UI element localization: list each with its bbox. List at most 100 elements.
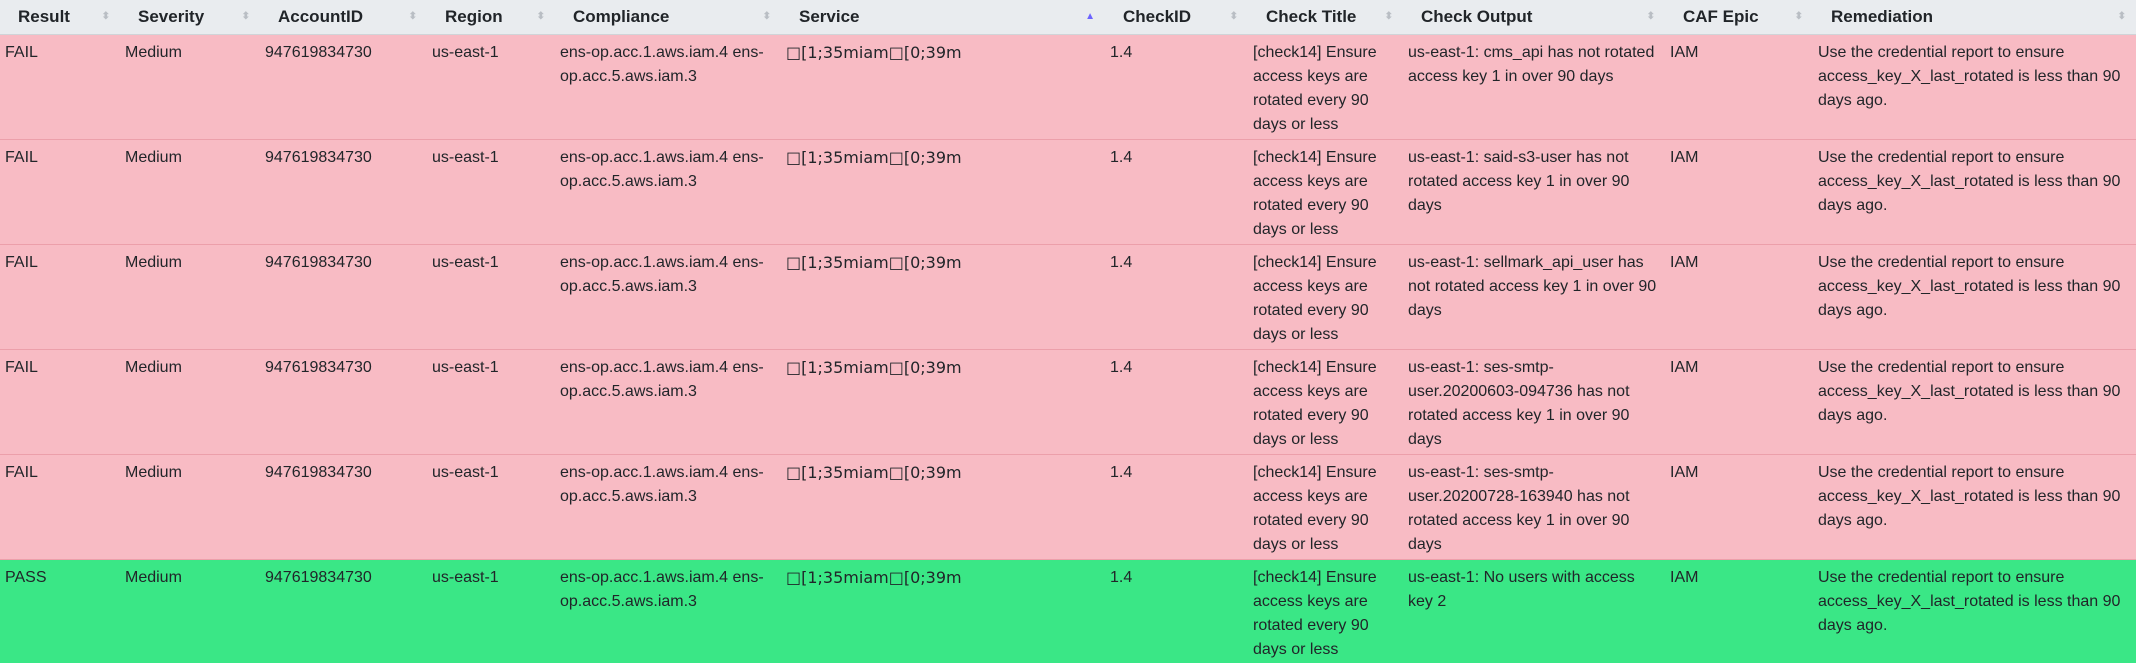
cell-caf: IAM — [1670, 568, 1699, 586]
column-header-severity[interactable]: Severity ⬍ — [120, 0, 260, 35]
cell-caf: IAM — [1670, 43, 1699, 61]
sort-icon[interactable]: ⬍ — [1229, 10, 1238, 22]
cell-service: □[1;35miam□[0;39m — [786, 42, 962, 62]
cell-checkid: 1.4 — [1110, 358, 1133, 376]
column-header-remediation[interactable]: Remediation ⬍ — [1813, 0, 2136, 35]
cell-account: 947619834730 — [265, 358, 372, 376]
column-header-label: Check Output — [1421, 6, 1533, 26]
column-header-account[interactable]: AccountID ⬍ — [260, 0, 427, 35]
sort-icon[interactable]: ⬍ — [1646, 10, 1655, 22]
column-header-service[interactable]: Service ▲ — [781, 0, 1105, 35]
table-row[interactable]: FAIL Medium 947619834730 us-east-1 ens-op.ac… — [0, 454, 2136, 559]
cell-account: 947619834730 — [265, 463, 372, 481]
cell-remediation: Use the credential report to ensure acce… — [1818, 148, 2121, 214]
cell-title: [check14] Ensure access keys are rotated… — [1253, 358, 1377, 448]
column-header-compliance[interactable]: Compliance ⬍ — [555, 0, 781, 35]
cell-output: us-east-1: No users with access key 2 — [1408, 568, 1635, 610]
column-header-region[interactable]: Region ⬍ — [427, 0, 555, 35]
sort-icon[interactable]: ⬍ — [2117, 10, 2126, 22]
cell-service: □[1;35miam□[0;39m — [786, 567, 962, 587]
cell-region: us-east-1 — [432, 358, 499, 376]
cell-caf: IAM — [1670, 148, 1699, 166]
cell-compliance: ens-op.acc.1.aws.iam.4 ens-op.acc.5.aws.… — [560, 43, 764, 85]
cell-compliance: ens-op.acc.1.aws.iam.4 ens-op.acc.5.aws.… — [560, 358, 764, 400]
cell-output: us-east-1: cms_api has not rotated acces… — [1408, 43, 1655, 85]
cell-service: □[1;35miam□[0;39m — [786, 252, 962, 272]
column-header-checkid[interactable]: CheckID ⬍ — [1105, 0, 1248, 35]
cell-title: [check14] Ensure access keys are rotated… — [1253, 568, 1377, 658]
cell-remediation: Use the credential report to ensure acce… — [1818, 463, 2121, 529]
column-header-result[interactable]: Result ⬍ — [0, 0, 120, 35]
cell-checkid: 1.4 — [1110, 43, 1133, 61]
cell-result: FAIL — [5, 43, 38, 61]
cell-result: FAIL — [5, 253, 38, 271]
cell-caf: IAM — [1670, 253, 1699, 271]
column-header-label: Remediation — [1831, 6, 1934, 26]
cell-region: us-east-1 — [432, 463, 499, 481]
sort-icon[interactable]: ⬍ — [241, 10, 250, 22]
cell-region: us-east-1 — [432, 568, 499, 586]
column-header-label: Result — [18, 6, 70, 26]
cell-caf: IAM — [1670, 463, 1699, 481]
cell-result: FAIL — [5, 463, 38, 481]
table-header-row: Result ⬍ Severity ⬍ AccountID ⬍ Region ⬍ Complia… — [0, 0, 2136, 35]
cell-severity: Medium — [125, 43, 182, 61]
cell-remediation: Use the credential report to ensure acce… — [1818, 43, 2121, 109]
cell-output: us-east-1: sellmark_api_user has not rot… — [1408, 253, 1657, 319]
column-header-label: CAF Epic — [1683, 6, 1759, 26]
column-header-title[interactable]: Check Title ⬍ — [1248, 0, 1403, 35]
cell-result: FAIL — [5, 148, 38, 166]
cell-title: [check14] Ensure access keys are rotated… — [1253, 148, 1377, 238]
cell-severity: Medium — [125, 253, 182, 271]
table-row[interactable]: FAIL Medium 947619834730 us-east-1 ens-op.ac… — [0, 139, 2136, 244]
cell-checkid: 1.4 — [1110, 253, 1133, 271]
column-header-label: Compliance — [573, 6, 670, 26]
table-row[interactable]: PASS Medium 947619834730 us-east-1 ens-op.ac… — [0, 559, 2136, 663]
cell-output: us-east-1: said-s3-user has not rotated … — [1408, 148, 1630, 214]
cell-compliance: ens-op.acc.1.aws.iam.4 ens-op.acc.5.aws.… — [560, 463, 764, 505]
cell-remediation: Use the credential report to ensure acce… — [1818, 253, 2121, 319]
sort-ascending-icon[interactable]: ▲ — [1085, 10, 1095, 22]
cell-severity: Medium — [125, 358, 182, 376]
cell-compliance: ens-op.acc.1.aws.iam.4 ens-op.acc.5.aws.… — [560, 148, 764, 190]
cell-result: FAIL — [5, 358, 38, 376]
column-header-label: Region — [445, 6, 503, 26]
column-header-output[interactable]: Check Output ⬍ — [1403, 0, 1665, 35]
cell-output: us-east-1: ses-smtp-user.20200728-163940… — [1408, 463, 1630, 553]
cell-service: □[1;35miam□[0;39m — [786, 462, 962, 482]
sort-icon[interactable]: ⬍ — [1794, 10, 1803, 22]
sort-icon[interactable]: ⬍ — [408, 10, 417, 22]
cell-remediation: Use the credential report to ensure acce… — [1818, 358, 2121, 424]
table-row[interactable]: FAIL Medium 947619834730 us-east-1 ens-op.ac… — [0, 349, 2136, 454]
column-header-label: Severity — [138, 6, 205, 26]
cell-remediation: Use the credential report to ensure acce… — [1818, 568, 2121, 634]
sort-icon[interactable]: ⬍ — [536, 10, 545, 22]
sort-icon[interactable]: ⬍ — [762, 10, 771, 22]
table-body: FAIL Medium 947619834730 us-east-1 ens-op.ac… — [0, 34, 2136, 663]
cell-severity: Medium — [125, 148, 182, 166]
sort-icon[interactable]: ⬍ — [1384, 10, 1393, 22]
cell-caf: IAM — [1670, 358, 1699, 376]
cell-service: □[1;35miam□[0;39m — [786, 357, 962, 377]
column-header-label: CheckID — [1123, 6, 1192, 26]
cell-region: us-east-1 — [432, 148, 499, 166]
table-row[interactable]: FAIL Medium 947619834730 us-east-1 ens-op.ac… — [0, 244, 2136, 349]
cell-account: 947619834730 — [265, 43, 372, 61]
table-row[interactable]: FAIL Medium 947619834730 us-east-1 ens-op.ac… — [0, 34, 2136, 139]
cell-compliance: ens-op.acc.1.aws.iam.4 ens-op.acc.5.aws.… — [560, 253, 764, 295]
cell-output: us-east-1: ses-smtp-user.20200603-094736… — [1408, 358, 1630, 448]
cell-account: 947619834730 — [265, 148, 372, 166]
cell-compliance: ens-op.acc.1.aws.iam.4 ens-op.acc.5.aws.… — [560, 568, 764, 610]
column-header-label: Service — [799, 6, 860, 26]
column-header-caf[interactable]: CAF Epic ⬍ — [1665, 0, 1813, 35]
cell-checkid: 1.4 — [1110, 568, 1133, 586]
cell-title: [check14] Ensure access keys are rotated… — [1253, 463, 1377, 553]
column-header-label: AccountID — [278, 6, 363, 26]
cell-region: us-east-1 — [432, 253, 499, 271]
cell-severity: Medium — [125, 463, 182, 481]
cell-region: us-east-1 — [432, 43, 499, 61]
sort-icon[interactable]: ⬍ — [101, 10, 110, 22]
cell-checkid: 1.4 — [1110, 463, 1133, 481]
cell-account: 947619834730 — [265, 253, 372, 271]
